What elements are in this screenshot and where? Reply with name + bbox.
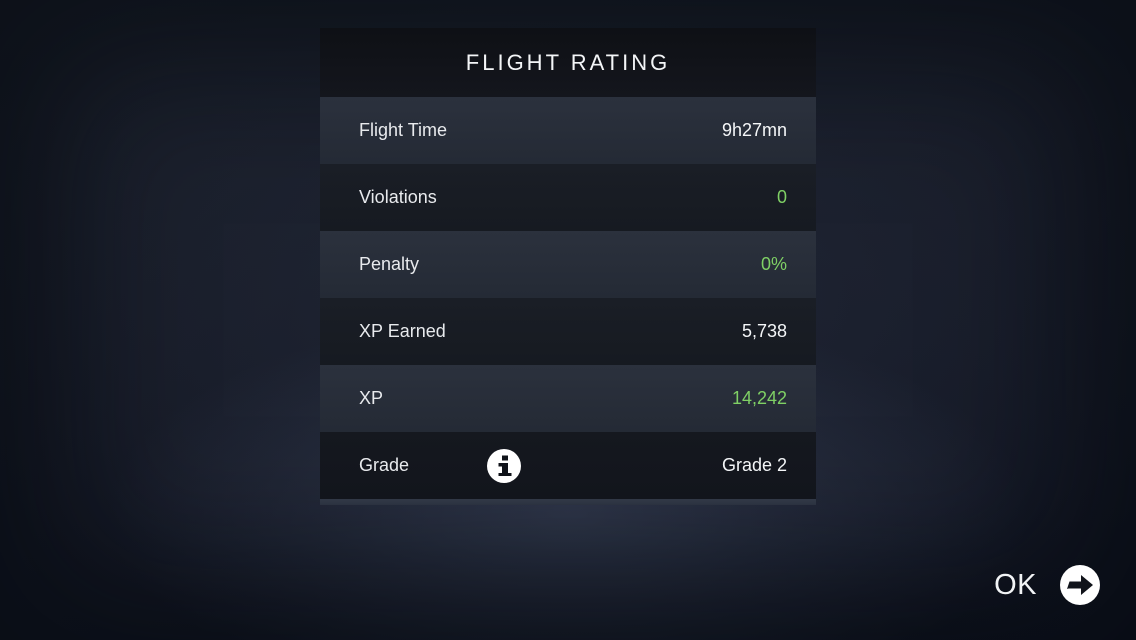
info-icon[interactable] bbox=[487, 448, 521, 483]
page-title: FLIGHT RATING bbox=[465, 49, 671, 75]
stat-row-grade: Grade Grade 2 bbox=[320, 432, 816, 499]
stat-value: 0 bbox=[776, 187, 787, 207]
stat-label: Violations bbox=[359, 187, 437, 207]
stat-row-xp-earned: XP Earned 5,738 bbox=[320, 298, 816, 365]
panel-footer-strip bbox=[320, 499, 816, 505]
stat-label: Penalty bbox=[359, 254, 420, 274]
ok-button-label: OK bbox=[994, 568, 1037, 601]
stat-value: 14,242 bbox=[731, 388, 787, 408]
stat-row-xp: XP 14,242 bbox=[320, 365, 816, 432]
flight-rating-panel: FLIGHT RATING Flight Time 9h27mn Violati… bbox=[320, 28, 816, 505]
stat-row-violations: Violations 0 bbox=[320, 164, 816, 231]
stat-row-penalty: Penalty 0% bbox=[320, 231, 816, 298]
stat-label: Grade bbox=[359, 455, 410, 475]
stat-label: XP bbox=[359, 388, 384, 408]
ok-button[interactable]: OK bbox=[994, 564, 1100, 606]
info-glyph bbox=[498, 455, 512, 476]
stat-value: 9h27mn bbox=[721, 120, 787, 140]
panel-header: FLIGHT RATING bbox=[320, 28, 816, 97]
arrow-right-icon bbox=[1060, 565, 1100, 605]
stat-label: XP Earned bbox=[359, 321, 446, 341]
stat-value: 5,738 bbox=[741, 321, 787, 341]
stat-label: Flight Time bbox=[359, 120, 448, 140]
stat-value: 0% bbox=[760, 254, 787, 274]
stat-value: Grade 2 bbox=[721, 455, 787, 475]
stat-row-flight-time: Flight Time 9h27mn bbox=[320, 97, 816, 164]
